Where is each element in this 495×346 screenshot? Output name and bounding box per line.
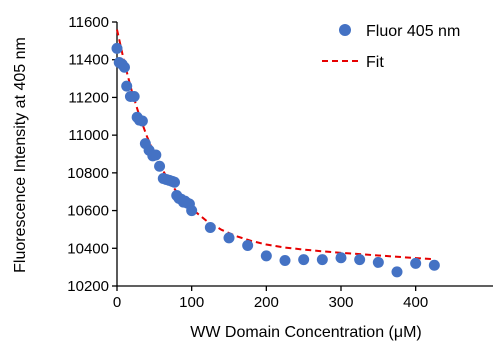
y-tick-label: 11200 xyxy=(68,89,109,106)
y-axis-title: Fluorescence Intensity at 405 nm xyxy=(12,37,29,273)
data-point xyxy=(204,222,216,234)
legend: Fluor 405 nm Fit xyxy=(322,23,460,71)
x-tick-label: 300 xyxy=(328,294,353,311)
y-tick-label: 11600 xyxy=(68,14,109,31)
data-point xyxy=(154,160,166,172)
data-point xyxy=(242,239,254,251)
data-point xyxy=(186,205,198,217)
data-point xyxy=(223,232,235,244)
data-point xyxy=(428,259,440,271)
data-point xyxy=(121,80,133,92)
data-point xyxy=(118,61,130,73)
chart-axes xyxy=(116,22,493,287)
data-point xyxy=(136,115,148,127)
data-point xyxy=(128,90,140,102)
x-ticks: 0 100 200 300 400 xyxy=(113,286,428,311)
x-tick-label: 200 xyxy=(254,294,279,311)
legend-marker-fluor xyxy=(339,24,351,36)
x-tick-label: 400 xyxy=(403,294,428,311)
data-point xyxy=(316,254,328,266)
data-point xyxy=(372,256,384,268)
data-point xyxy=(279,255,291,267)
data-point xyxy=(410,257,422,269)
y-tick-label: 11000 xyxy=(68,127,109,144)
data-point xyxy=(298,254,310,266)
y-tick-label: 10200 xyxy=(67,278,109,295)
fit-series xyxy=(116,29,435,261)
y-tick-label: 10800 xyxy=(67,165,109,182)
data-point xyxy=(260,250,272,262)
legend-label-fluor: Fluor 405 nm xyxy=(366,23,460,40)
data-point xyxy=(354,254,366,266)
y-tick-label: 10400 xyxy=(67,240,109,257)
data-point xyxy=(111,42,123,54)
x-tick-label: 0 xyxy=(113,294,121,311)
data-point xyxy=(168,176,180,188)
x-tick-label: 100 xyxy=(179,294,204,311)
y-ticks: 10200 10400 10600 10800 11000 11200 11400 11600 xyxy=(67,14,117,295)
data-point xyxy=(150,149,162,161)
data-point xyxy=(335,252,347,264)
y-tick-label: 10600 xyxy=(67,203,109,220)
y-tick-label: 11400 xyxy=(68,52,109,69)
x-axis-title: WW Domain Concentration (μM) xyxy=(190,324,422,341)
legend-label-fit: Fit xyxy=(366,54,384,71)
data-series xyxy=(111,42,440,278)
fit-line xyxy=(116,29,435,261)
data-point xyxy=(391,266,403,278)
